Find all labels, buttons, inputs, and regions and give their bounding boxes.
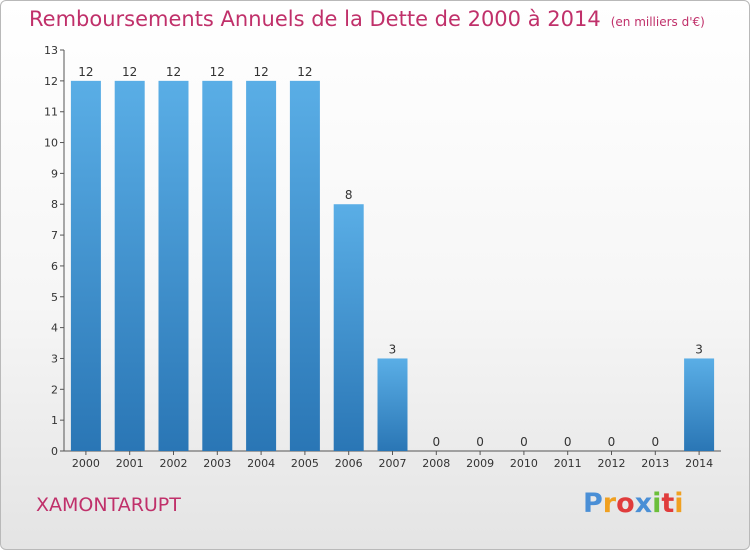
y-tick-label: 4 [51, 322, 58, 335]
x-tick-label: 2012 [598, 457, 626, 470]
y-tick-label: 9 [51, 167, 58, 180]
proxiti-logo: Proxiti [583, 488, 684, 519]
bar-2005 [289, 80, 320, 451]
logo-letter: P [583, 488, 603, 519]
logo-letter: i [652, 488, 662, 519]
logo-letter: o [616, 488, 635, 519]
logo-letter: i [674, 488, 684, 519]
value-label: 12 [210, 65, 225, 79]
y-tick-label: 12 [44, 75, 58, 88]
x-tick-label: 2013 [641, 457, 669, 470]
commune-name: XAMONTARUPT [36, 494, 181, 516]
x-tick-label: 2006 [335, 457, 363, 470]
y-tick-label: 1 [51, 414, 58, 427]
value-label: 12 [122, 65, 137, 79]
value-label: 0 [432, 435, 440, 449]
bar-2007 [377, 358, 408, 451]
value-label: 0 [651, 435, 659, 449]
bar-2001 [114, 80, 145, 451]
logo-letter: t [661, 488, 675, 519]
x-tick-label: 2004 [247, 457, 275, 470]
x-tick-label: 2002 [160, 457, 188, 470]
value-label: 12 [78, 65, 93, 79]
chart-unit: (en milliers d'€) [610, 15, 705, 29]
bar-2014 [684, 358, 715, 451]
x-tick-label: 2014 [685, 457, 713, 470]
y-tick-label: 6 [51, 260, 58, 273]
x-tick-label: 2011 [554, 457, 582, 470]
y-tick-label: 10 [44, 137, 58, 150]
bars: 12 12 12 12 12 12 8 3 0 0 0 0 0 0 3 [70, 65, 715, 451]
bar-2004 [246, 80, 277, 451]
x-tick-label: 2005 [291, 457, 319, 470]
y-tick-label: 11 [44, 106, 58, 119]
value-label: 8 [345, 188, 353, 202]
x-tick-label: 2010 [510, 457, 538, 470]
y-tick-label: 3 [51, 352, 58, 365]
logo-letter: r [602, 488, 617, 519]
y-tick-label: 8 [51, 198, 58, 211]
value-label: 0 [608, 435, 616, 449]
x-tick-label: 2000 [72, 457, 100, 470]
bar-2003 [202, 80, 233, 451]
x-tick-label: 2007 [379, 457, 407, 470]
bar-2002 [158, 80, 189, 451]
chart-title-text: Remboursements Annuels de la Dette de 20… [29, 7, 601, 31]
x-tick-label: 2003 [203, 457, 231, 470]
y-tick-label: 5 [51, 291, 58, 304]
value-label: 3 [389, 342, 397, 356]
value-label: 0 [564, 435, 572, 449]
logo-letter: x [634, 488, 653, 519]
x-tick-label: 2001 [116, 457, 144, 470]
y-tick-label: 7 [51, 229, 58, 242]
y-tick-label: 2 [51, 383, 58, 396]
bar-2006 [333, 204, 364, 451]
chart-title: Remboursements Annuels de la Dette de 20… [29, 7, 705, 31]
x-tick-label: 2009 [466, 457, 494, 470]
value-label: 12 [297, 65, 312, 79]
value-label: 0 [476, 435, 484, 449]
bar-2000 [70, 80, 101, 451]
y-tick-label: 13 [44, 44, 58, 57]
x-tick-label: 2008 [422, 457, 450, 470]
value-label: 12 [253, 65, 268, 79]
value-label: 0 [520, 435, 528, 449]
y-tick-label: 0 [51, 445, 58, 458]
value-label: 3 [695, 342, 703, 356]
value-label: 12 [166, 65, 181, 79]
